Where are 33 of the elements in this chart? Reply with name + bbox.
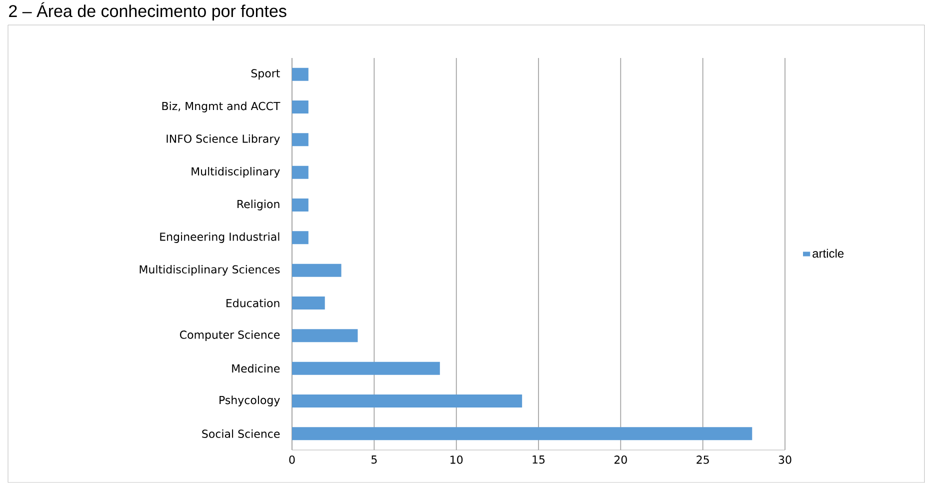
y-tick-label: Computer Science: [180, 330, 280, 341]
x-tick-label: 15: [532, 456, 545, 464]
x-tick-label: 30: [778, 456, 792, 464]
bar: [292, 198, 308, 212]
bar: [292, 264, 342, 277]
bar: [292, 133, 308, 146]
bar: [292, 166, 308, 179]
bar: [292, 329, 358, 342]
text: 2 – Área de conhecimento por fontes: [9, 2, 286, 20]
bar: [292, 427, 752, 440]
bar: [292, 394, 522, 408]
bar: [292, 100, 308, 114]
x-tick-label: 25: [696, 456, 709, 464]
bar: [292, 68, 308, 81]
y-tick-label: Engineering Industrial: [160, 232, 280, 243]
y-tick-label: Education: [226, 298, 280, 308]
x-tick-label: 20: [614, 456, 627, 464]
y-tick-label: Biz, Mngmt and ACCT: [162, 102, 280, 112]
bar: [292, 296, 325, 310]
legend-label: article: [812, 248, 844, 258]
y-tick-label: INFO Science Library: [166, 134, 280, 145]
bar: [292, 231, 308, 244]
y-tick-label: Social Science: [202, 429, 280, 438]
y-tick-label: Sport: [251, 69, 280, 80]
y-tick-label: Pshycology: [220, 396, 280, 406]
x-tick-label: 10: [450, 456, 463, 464]
x-tick-label: 0: [289, 456, 295, 464]
y-tick-label: Multidisciplinary: [192, 167, 280, 178]
y-tick-label: Multidisciplinary Sciences: [140, 265, 280, 276]
y-tick-label: Medicine: [232, 364, 280, 373]
bar: [292, 362, 440, 375]
y-tick-label: Religion: [238, 200, 280, 210]
x-tick-label: 5: [372, 456, 377, 464]
